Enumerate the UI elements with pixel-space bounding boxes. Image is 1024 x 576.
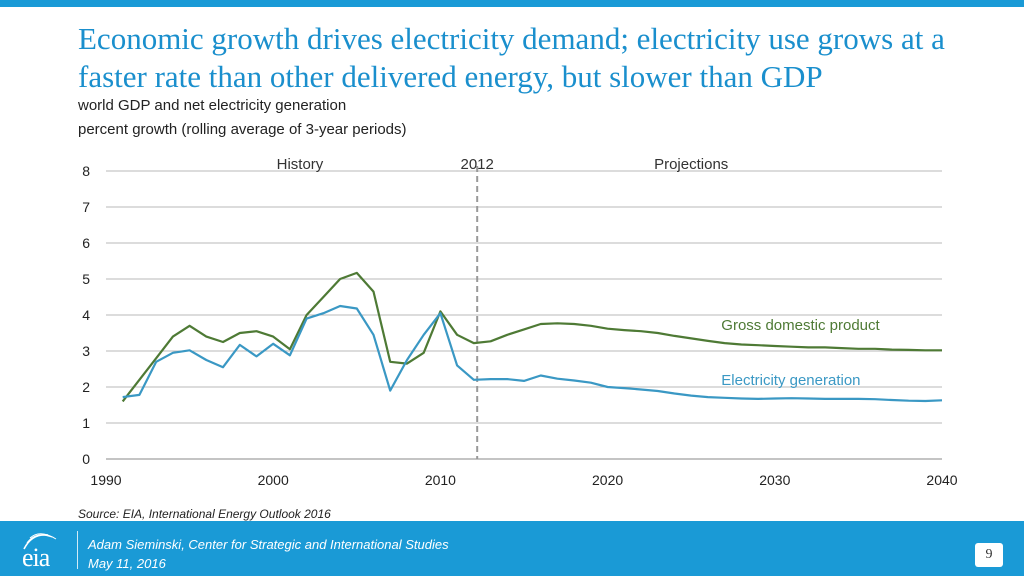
y-tick-label-0: 0 [82,451,90,467]
y-tick-label-4: 4 [82,307,90,323]
series-label-electricity: Electricity generation [721,372,860,389]
y-tick-label-5: 5 [82,271,90,287]
series-line-electricity [122,304,943,403]
annotation-history: History [277,156,324,173]
slide-title: Economic growth drives electricity deman… [78,21,945,94]
annotation-projections: Projections [654,156,728,173]
page-number: 9 [975,543,1003,567]
footer-divider [77,531,78,569]
y-tick-label-1: 1 [82,415,90,431]
chart-subtitle: world GDP and net electricity generation [78,97,347,114]
footer-bar: eia Adam Sieminski, Center for Strategic… [0,521,1024,576]
x-tick-label-2010: 2010 [425,472,456,488]
y-tick-label-3: 3 [82,343,90,359]
x-tick-label-2030: 2030 [759,472,790,488]
presenter-name: Adam Sieminski, Center for Strategic and… [88,537,449,552]
line-chart: 0 1 2 3 4 5 6 7 8 1990 2000 2010 2020 2030 2040 History… [82,156,958,488]
y-tick-label-6: 6 [82,235,90,251]
globe-icon [23,533,57,550]
x-tick-label-2000: 2000 [258,472,289,488]
logo-text: eia [22,543,50,572]
chart-units: percent growth (rolling average of 3-yea… [78,121,407,138]
annotation-2012: 2012 [460,156,493,173]
eia-logo: eia [18,529,68,572]
y-tick-label-7: 7 [82,199,90,215]
x-tick-label-2020: 2020 [592,472,623,488]
x-tick-label-1990: 1990 [90,472,121,488]
series-line-gdp [121,271,942,403]
x-tick-label-2040: 2040 [926,472,957,488]
source-note: Source: EIA, International Energy Outloo… [78,507,331,521]
top-accent-bar [0,0,1024,7]
y-tick-label-8: 8 [82,163,90,179]
series-label-gdp: Gross domestic product [721,317,880,334]
presentation-date: May 11, 2016 [88,556,166,571]
y-tick-label-2: 2 [82,379,90,395]
